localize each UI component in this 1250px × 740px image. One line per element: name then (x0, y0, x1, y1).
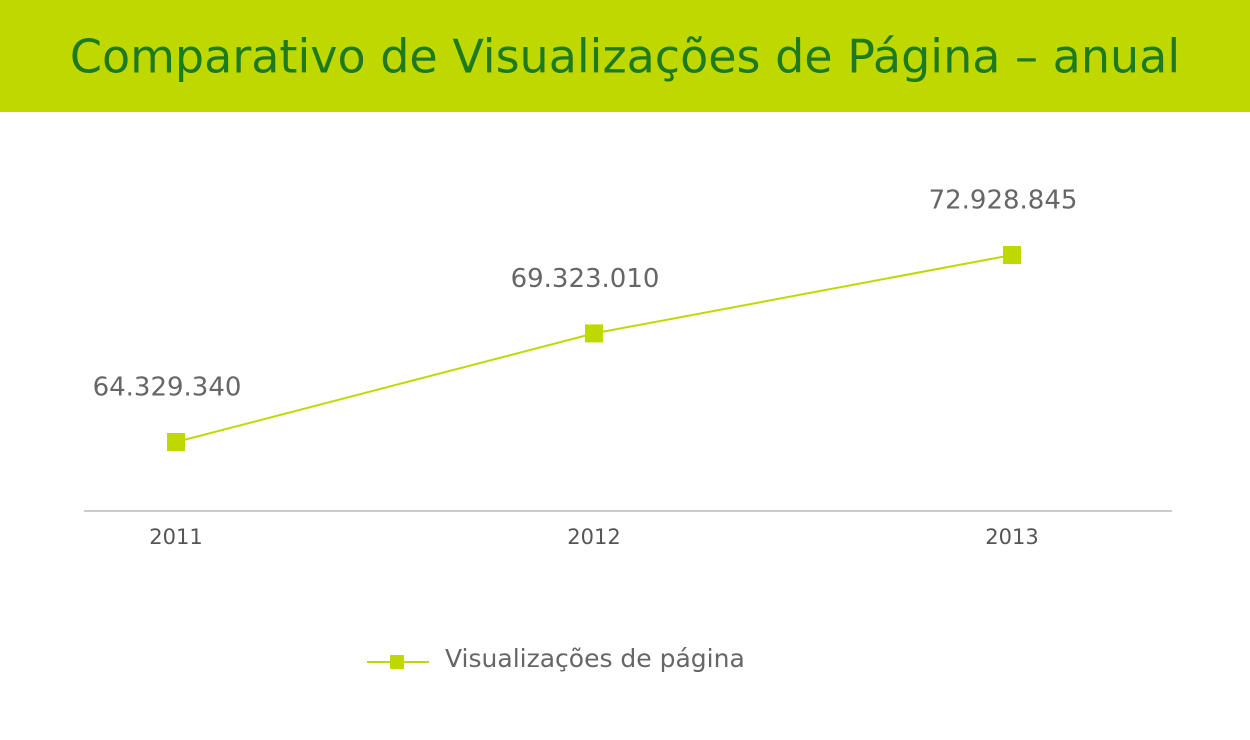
data-label: 69.323.010 (511, 264, 660, 294)
data-label: 64.329.340 (93, 373, 242, 403)
legend-marker (390, 655, 404, 669)
x-tick-label: 2011 (149, 525, 202, 549)
x-tick-label: 2012 (567, 525, 620, 549)
point-marker (1003, 246, 1021, 264)
point-marker (167, 433, 185, 451)
point-marker (585, 324, 603, 343)
title-banner (0, 0, 1250, 112)
legend-label: Visualizações de página (445, 644, 745, 673)
x-tick-label: 2013 (985, 525, 1038, 549)
data-label: 72.928.845 (929, 186, 1078, 216)
chart-title: Comparativo de Visualizações de Página –… (70, 30, 1180, 84)
